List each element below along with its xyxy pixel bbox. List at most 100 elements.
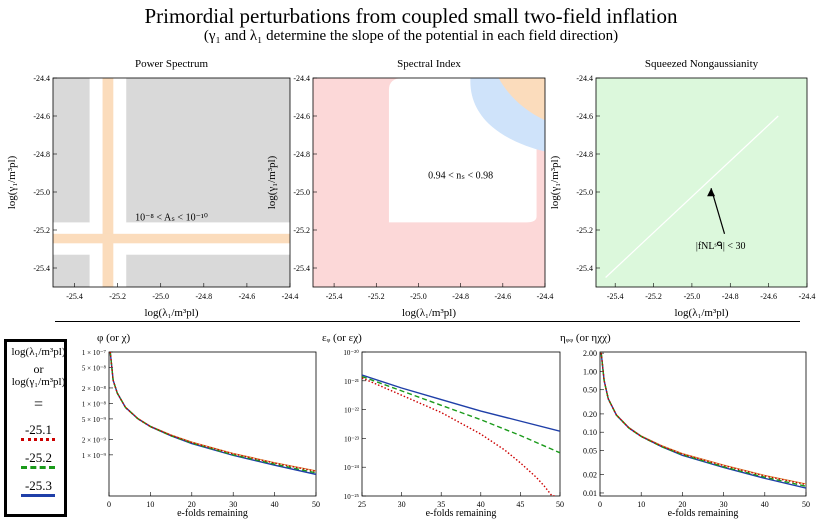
legend-entry-label: -25.1: [24, 422, 53, 437]
y-tick-label: -24.4: [576, 74, 593, 83]
legend-entry-label: -25.3: [24, 478, 53, 493]
y-tick-label: 0.10: [583, 428, 597, 437]
plot-frame: [599, 351, 807, 497]
y-tick-label: -24.8: [576, 150, 593, 159]
y-tick-label: 10⁻²⁵: [344, 493, 360, 501]
plot-frame: [595, 77, 808, 288]
region-green: [596, 78, 807, 287]
y-tick-label: 1 × 10⁻⁸: [82, 400, 107, 408]
x-axis-label: log(λ₁/m³pl): [144, 307, 198, 319]
region-gray: [53, 78, 290, 287]
y-tick-label: -25.4: [576, 264, 593, 273]
y-axis-label: log(γ₁/m³pl): [266, 155, 278, 209]
x-tick-label: 35: [437, 500, 445, 509]
x-tick-label: 40: [761, 500, 769, 509]
x-tick-label: 40: [271, 500, 279, 509]
y-tick-label: 5 × 10⁻⁹: [82, 416, 107, 424]
y-tick-label: 10⁻²⁰: [343, 349, 359, 357]
y-axis-label: log(γ₁/m³pl): [6, 155, 18, 209]
y-tick-label: -25.0: [33, 188, 50, 197]
y-tick-label: -25.4: [293, 264, 310, 273]
y-tick-label: -24.4: [293, 74, 310, 83]
y-tick-label: 0.20: [583, 410, 597, 419]
y-tick-label: 0.50: [583, 386, 597, 395]
panel-title: Squeezed Nongaussianity: [645, 58, 759, 70]
y-tick-label: 0.02: [583, 471, 597, 480]
series-line: [362, 374, 560, 432]
figure-title: Primordial perturbations from coupled sm…: [144, 4, 678, 28]
region-orange-band: [53, 233, 290, 244]
x-tick-label: -24.6: [239, 292, 256, 301]
y-tick-label: -25.0: [293, 188, 310, 197]
x-tick-label: 30: [720, 500, 728, 509]
series-group: [362, 374, 560, 496]
legend-entry-swatch: [21, 438, 55, 441]
x-tick-label: 0: [107, 500, 111, 509]
x-tick-label: -24.8: [722, 292, 739, 301]
plot-frame: [312, 77, 546, 288]
x-tick-label: -25.2: [645, 292, 662, 301]
y-tick-label: 0.01: [583, 489, 597, 498]
y-tick-label: -24.4: [33, 74, 50, 83]
panel-title: ηᵩᵩ (or ηχχ): [560, 332, 611, 344]
series-group: [109, 352, 316, 476]
y-tick-label: -25.4: [33, 264, 50, 273]
x-tick-label: 0: [598, 500, 602, 509]
y-tick-label: 1.00: [583, 367, 597, 376]
x-axis-label: log(λ₁/m³pl): [402, 307, 456, 319]
x-tick-label: -25.4: [326, 292, 343, 301]
panel-annotation: 0.94 < nₛ < 0.98: [428, 171, 493, 182]
x-tick-label: 45: [516, 500, 524, 509]
legend-equals: =: [33, 396, 44, 413]
x-tick-label: -25.0: [684, 292, 701, 301]
x-tick-label: 10: [146, 500, 154, 509]
panel-annotation: |fNLˢᑫ| < 30: [696, 241, 746, 252]
y-tick-label: 0.05: [583, 446, 597, 455]
x-tick-label: -24.6: [494, 292, 511, 301]
heatmap-0-regions: [53, 78, 290, 287]
x-tick-label: -24.4: [282, 292, 299, 301]
series-line: [600, 353, 806, 487]
x-tick-label: 30: [398, 500, 406, 509]
y-tick-label: 1 × 10⁻⁷: [82, 349, 107, 357]
y-tick-label: 10⁻²³: [344, 435, 359, 443]
y-tick-label: 2 × 10⁻⁹: [82, 436, 107, 444]
x-tick-label: -24.4: [537, 292, 554, 301]
y-tick-label: 5 × 10⁻⁸: [82, 364, 107, 372]
x-axis-label: log(λ₁/m³pl): [674, 307, 728, 319]
x-tick-label: 25: [358, 500, 366, 509]
x-tick-label: 40: [477, 500, 485, 509]
x-tick-label: -24.4: [799, 292, 816, 301]
y-tick-label: -25.2: [293, 226, 310, 235]
y-tick-label: 2.00: [583, 349, 597, 358]
x-axis-label: e-folds remaining: [177, 508, 248, 519]
panel-title: εᵩ (or εχ): [322, 332, 362, 344]
legend-line-3: log(γ₁/m³pl): [11, 376, 66, 388]
region-white-line: [605, 115, 779, 278]
x-tick-label: -24.6: [760, 292, 777, 301]
series-line: [362, 375, 560, 454]
x-tick-label: -25.2: [368, 292, 385, 301]
panel-annotation: 10⁻⁸ < Aₛ < 10⁻¹⁰: [135, 213, 208, 224]
series-line: [109, 352, 316, 474]
legend-entry-label: -25.2: [24, 450, 53, 465]
y-axis-label: log(γ₁/m³pl): [549, 155, 561, 209]
panel-title: Power Spectrum: [135, 58, 208, 70]
panel-title: Spectral Index: [397, 58, 461, 70]
y-tick-label: 10⁻²¹: [344, 378, 359, 386]
x-tick-label: -25.4: [607, 292, 624, 301]
x-tick-label: 50: [312, 500, 320, 509]
x-tick-label: 50: [802, 500, 810, 509]
legend: log(λ₁/m³pl) or log(γ₁/m³pl) = -25.1 -25…: [4, 339, 67, 517]
legend-line-1: log(λ₁/m³pl): [11, 346, 66, 358]
y-tick-label: -25.0: [576, 188, 593, 197]
x-tick-label: 20: [678, 500, 686, 509]
x-tick-label: -25.2: [109, 292, 126, 301]
series-group: [600, 352, 806, 489]
y-tick-label: 10⁻²⁴: [344, 464, 360, 472]
y-tick-label: -25.2: [576, 226, 593, 235]
series-line: [600, 353, 806, 486]
x-tick-label: -25.0: [410, 292, 427, 301]
